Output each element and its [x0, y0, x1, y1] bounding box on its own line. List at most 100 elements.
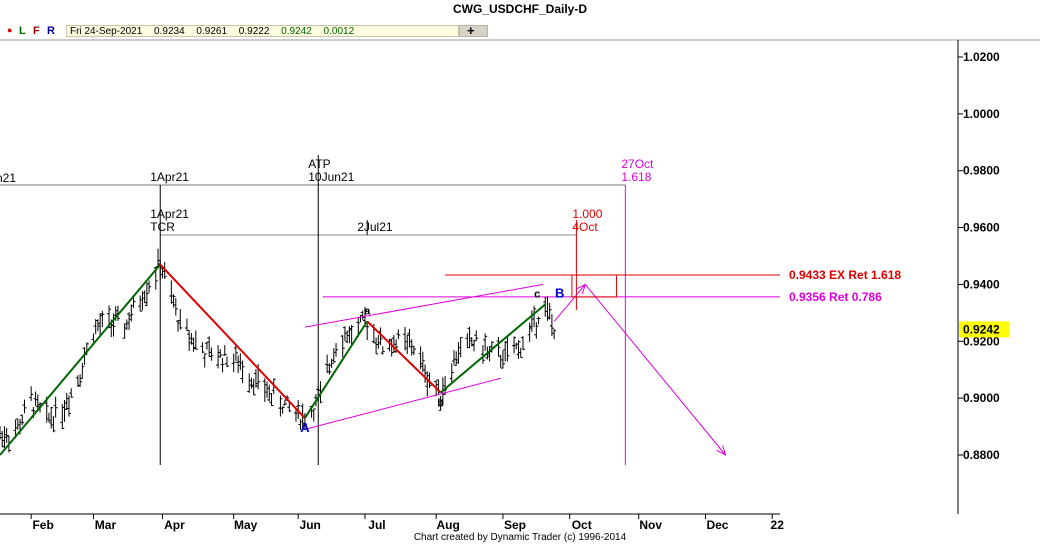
price-bar	[282, 399, 287, 406]
time-annotation-label: 1.000	[572, 207, 602, 221]
projection-line	[553, 284, 586, 322]
readout-change: 0.0012	[323, 26, 355, 37]
x-tick-label: Apr	[164, 518, 185, 532]
price-bar	[280, 406, 285, 414]
price-bar	[222, 345, 227, 356]
cut-time-label: n21	[0, 171, 16, 185]
price-bar	[0, 430, 5, 448]
wave-pivot-label: c	[534, 288, 540, 300]
price-bar	[342, 326, 347, 341]
time-annotation-label: ATP	[308, 157, 330, 171]
price-bar	[207, 336, 212, 358]
price-bar	[449, 363, 454, 384]
price-bar	[176, 320, 181, 332]
ohlc-bars	[0, 248, 557, 453]
last-price-box	[959, 321, 1009, 338]
add-icon[interactable]: +	[467, 23, 475, 38]
projection-line	[584, 284, 726, 456]
price-bar	[142, 290, 147, 304]
x-tick-label: Aug	[437, 518, 460, 532]
price-bar	[534, 322, 539, 339]
price-bar	[483, 333, 488, 351]
price-bar	[349, 324, 354, 345]
toolbar-button-l[interactable]: L	[19, 25, 26, 37]
price-bar	[425, 371, 430, 397]
wave-pivot-label: a	[364, 305, 371, 317]
price-bar	[496, 336, 501, 357]
price-bar	[171, 294, 176, 308]
price-bar	[78, 374, 83, 387]
price-bar	[22, 399, 27, 414]
x-tick-label: 22	[771, 518, 785, 532]
price-bar	[253, 369, 258, 388]
wave-line	[159, 263, 306, 419]
readout-open: 0.9234	[154, 26, 185, 37]
price-bar	[66, 395, 71, 417]
price-bar	[331, 348, 336, 363]
time-annotation-label: 1.618	[621, 170, 651, 184]
price-bar	[505, 336, 510, 362]
price-bar	[512, 336, 517, 354]
x-tick-label: Mar	[95, 518, 117, 532]
price-bar	[458, 337, 463, 358]
price-bar	[122, 323, 127, 339]
dot-icon[interactable]: ●	[7, 25, 13, 35]
price-bar	[200, 342, 205, 354]
price-bar	[69, 388, 74, 398]
price-bar	[454, 351, 459, 366]
price-bar	[311, 408, 316, 422]
price-bar	[160, 267, 165, 279]
wave-pivot-label: A	[300, 420, 310, 435]
toolbar: ● L F R Fri 24-Sep-2021 0.9234 0.9261 0.…	[0, 22, 1040, 40]
toolbar-scroll-track[interactable]	[459, 25, 488, 37]
price-bar	[403, 327, 408, 351]
price-bar	[347, 326, 352, 344]
price-bar	[262, 378, 267, 402]
price-bar	[193, 330, 198, 350]
price-bar	[129, 304, 134, 322]
readout-close: 0.9242	[281, 26, 312, 37]
price-bar	[278, 395, 283, 417]
x-tick-label: Sep	[504, 518, 526, 532]
toolbar-button-r[interactable]: R	[47, 25, 55, 37]
price-bar	[549, 314, 554, 337]
price-bar	[178, 309, 183, 330]
price-bar	[267, 384, 272, 402]
price-bar	[407, 328, 412, 348]
price-bar	[358, 314, 363, 323]
price-bar	[224, 356, 229, 368]
price-bar	[376, 334, 381, 349]
price-bar	[124, 319, 129, 331]
price-bar	[387, 338, 392, 352]
price-bar	[498, 354, 503, 368]
price-bar	[98, 313, 103, 337]
price-bar	[474, 330, 479, 341]
price-bar	[411, 345, 416, 355]
toolbar-button-f[interactable]: F	[33, 25, 40, 37]
price-bar	[53, 396, 58, 418]
price-bar	[0, 426, 2, 440]
price-bar	[405, 334, 410, 355]
price-bar	[396, 329, 401, 340]
wave-line	[439, 303, 546, 394]
time-annotation-label: 1Apr21	[150, 207, 189, 221]
price-bar	[29, 386, 34, 401]
time-annotation-label: 2Jul21	[357, 220, 393, 234]
price-bar	[423, 364, 428, 383]
y-tick-label: 0.8800	[963, 448, 1000, 462]
price-bar	[189, 333, 194, 345]
price-bar	[327, 363, 332, 375]
price-bar	[420, 351, 425, 373]
price-bar	[514, 342, 519, 350]
price-bar	[140, 291, 145, 311]
price-bar	[265, 381, 270, 398]
x-tick-label: Oct	[572, 518, 592, 532]
price-bar	[543, 297, 548, 317]
price-bar	[438, 395, 443, 411]
y-tick-label: 0.9200	[963, 334, 1000, 348]
price-bar	[552, 328, 557, 340]
x-tick-label: Dec	[706, 518, 728, 532]
price-bar	[503, 341, 508, 362]
price-bar	[269, 392, 274, 407]
